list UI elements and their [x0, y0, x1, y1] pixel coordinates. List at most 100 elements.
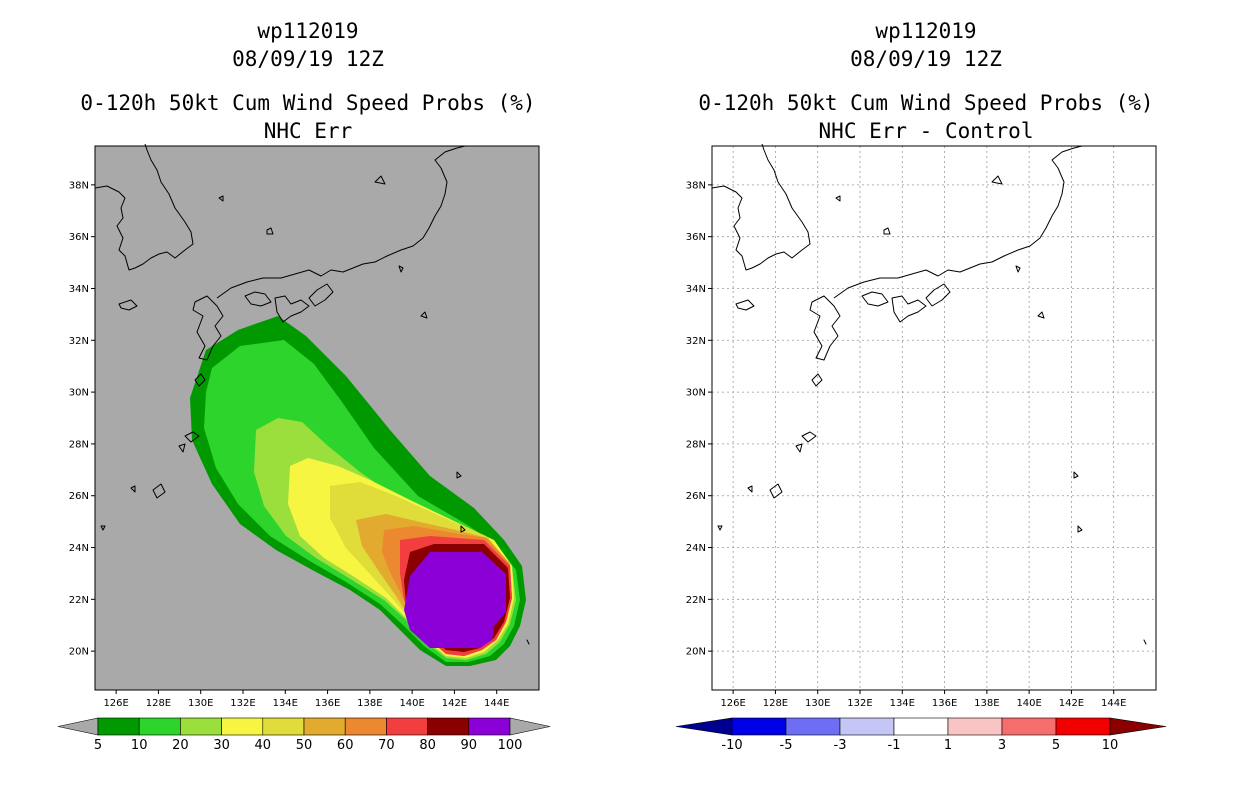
- colorbar-swatch: [785, 717, 841, 736]
- colorbar-label: 5: [1052, 738, 1060, 753]
- colorbar-swatch: [180, 717, 222, 736]
- colorbar-lower-triangle: [675, 717, 733, 736]
- colorbar-swatch: [138, 717, 181, 736]
- lat-label: 26N: [69, 491, 89, 502]
- right-map-background: [712, 146, 1156, 690]
- colorbar-swatch: [947, 717, 1003, 736]
- colorbar-label: 90: [461, 738, 478, 753]
- lat-label: 22N: [69, 595, 89, 606]
- colorbar-label: 70: [378, 738, 395, 753]
- lon-label: 126E: [103, 698, 128, 709]
- lon-label: 140E: [399, 698, 424, 709]
- contour-100: [408, 556, 502, 644]
- colorbar-label: -1: [888, 738, 901, 753]
- lat-label: 28N: [686, 439, 706, 450]
- lat-label: 38N: [69, 180, 89, 191]
- lat-label: 26N: [686, 491, 706, 502]
- right-panel: wp112019 08/09/19 12Z 0-120h 50kt Cum Wi…: [675, 19, 1167, 753]
- right-title-storm-id: wp112019: [875, 19, 976, 43]
- lat-label: 36N: [686, 232, 706, 243]
- colorbar-swatch: [731, 717, 787, 736]
- right-map-frame: [711, 145, 1157, 691]
- left-title-storm-id: wp112019: [257, 19, 358, 43]
- left-colorbar: 5 10 20 30 40 50 60 70 80 90 100: [57, 717, 551, 753]
- colorbar-label: 80: [419, 738, 436, 753]
- colorbar-swatch: [1055, 717, 1111, 736]
- colorbar-label: 50: [296, 738, 313, 753]
- colorbar-label: 10: [1102, 738, 1119, 753]
- left-title-subtitle: NHC Err: [264, 119, 353, 143]
- left-panel: wp112019 08/09/19 12Z 0-120h 50kt Cum Wi…: [57, 19, 551, 753]
- left-title-product: 0-120h 50kt Cum Wind Speed Probs (%): [80, 91, 535, 115]
- lat-label: 34N: [686, 284, 706, 295]
- lon-label: 138E: [974, 698, 999, 709]
- colorbar-label: 10: [131, 738, 148, 753]
- colorbar-label: 20: [172, 738, 189, 753]
- colorbar-label: 100: [498, 738, 523, 753]
- right-gridlines: [712, 146, 1156, 690]
- lat-label: 32N: [686, 336, 706, 347]
- colorbar-label: -5: [780, 738, 793, 753]
- lon-label: 128E: [763, 698, 788, 709]
- lon-label: 144E: [484, 698, 509, 709]
- lat-label: 20N: [686, 647, 706, 658]
- lon-label: 134E: [273, 698, 298, 709]
- colorbar-label: -10: [721, 738, 742, 753]
- left-axis-ticks: 38N 36N 34N 32N 30N 28N 26N 24N 22N 20N 126E 128E 13…: [69, 180, 510, 709]
- colorbar-swatch: [386, 717, 428, 736]
- lat-label: 20N: [69, 647, 89, 658]
- right-colorbar: -10 -5 -3 -1 1 3 5 10: [675, 717, 1167, 753]
- right-title-subtitle: NHC Err - Control: [819, 119, 1034, 143]
- lat-label: 30N: [69, 388, 89, 399]
- lon-label: 140E: [1016, 698, 1041, 709]
- lat-label: 22N: [686, 595, 706, 606]
- lat-label: 38N: [686, 180, 706, 191]
- left-title-date: 08/09/19 12Z: [232, 47, 384, 71]
- lon-label: 130E: [188, 698, 213, 709]
- lat-label: 24N: [686, 543, 706, 554]
- colorbar-swatch: [262, 717, 305, 736]
- lon-label: 144E: [1101, 698, 1126, 709]
- colorbar-label: 1: [944, 738, 952, 753]
- colorbar-lower-triangle: [57, 717, 99, 736]
- lat-label: 32N: [69, 336, 89, 347]
- colorbar-label: 3: [998, 738, 1006, 753]
- lon-label: 132E: [230, 698, 255, 709]
- lat-label: 28N: [69, 439, 89, 450]
- colorbar-label: -3: [834, 738, 847, 753]
- lon-label: 126E: [720, 698, 745, 709]
- colorbar-swatch: [468, 717, 511, 736]
- colorbar-label: 60: [337, 738, 354, 753]
- colorbar-swatch: [303, 717, 346, 736]
- lon-label: 142E: [1059, 698, 1084, 709]
- lat-label: 30N: [686, 388, 706, 399]
- colorbar-swatch: [893, 717, 949, 736]
- colorbar-swatch: [427, 717, 470, 736]
- colorbar-swatch: [221, 717, 264, 736]
- lon-label: 130E: [805, 698, 830, 709]
- lon-label: 142E: [442, 698, 467, 709]
- right-title-product: 0-120h 50kt Cum Wind Speed Probs (%): [698, 91, 1153, 115]
- colorbar-upper-triangle: [1109, 717, 1167, 736]
- colorbar-upper-triangle: [509, 717, 551, 736]
- lat-label: 24N: [69, 543, 89, 554]
- colorbar-swatch: [97, 717, 140, 736]
- colorbar-label: 30: [213, 738, 230, 753]
- probability-contours: [190, 316, 526, 666]
- lon-label: 132E: [847, 698, 872, 709]
- lon-label: 134E: [890, 698, 915, 709]
- lon-label: 136E: [932, 698, 957, 709]
- lat-label: 34N: [69, 284, 89, 295]
- colorbar-label: 5: [94, 738, 102, 753]
- lon-label: 128E: [146, 698, 171, 709]
- colorbar-swatch: [839, 717, 895, 736]
- right-axis-ticks: 38N 36N 34N 32N 30N 28N 26N 24N 22N 20N 126E 128E 13…: [686, 180, 1127, 709]
- colorbar-swatch: [1001, 717, 1057, 736]
- left-map-frame: [94, 145, 540, 691]
- lon-label: 138E: [357, 698, 382, 709]
- colorbar-swatch: [344, 717, 387, 736]
- colorbar-label: 40: [255, 738, 272, 753]
- lat-label: 36N: [69, 232, 89, 243]
- lon-label: 136E: [315, 698, 340, 709]
